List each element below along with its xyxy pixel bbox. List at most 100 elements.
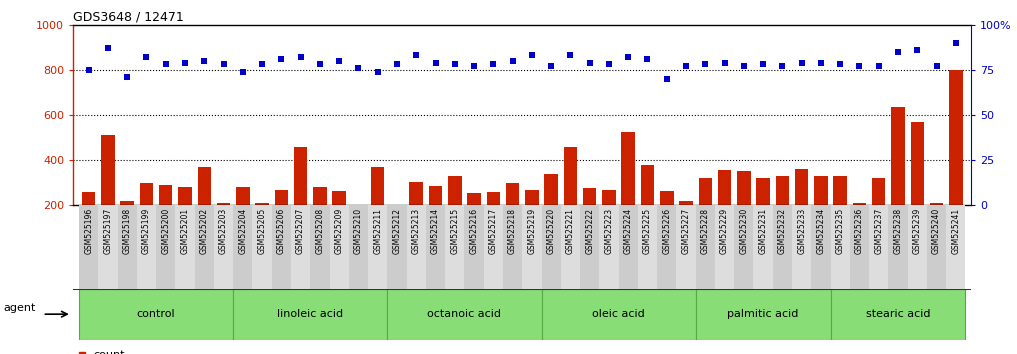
Bar [349, 205, 368, 289]
Text: GSM525238: GSM525238 [894, 208, 902, 254]
Bar [792, 205, 812, 289]
Point [388, 62, 405, 67]
Bar [812, 205, 831, 289]
Bar [291, 205, 310, 289]
Bar [175, 205, 194, 289]
Text: stearic acid: stearic acid [865, 309, 931, 319]
Text: GSM525214: GSM525214 [431, 208, 440, 254]
Bar [831, 289, 965, 340]
Text: GSM525207: GSM525207 [296, 208, 305, 254]
Bar [949, 70, 962, 205]
Text: GSM525213: GSM525213 [412, 208, 421, 254]
Text: GSM525218: GSM525218 [508, 208, 517, 254]
Bar [737, 171, 751, 205]
Text: GSM525222: GSM525222 [585, 208, 594, 254]
Text: GSM525217: GSM525217 [489, 208, 498, 254]
Point [813, 60, 829, 65]
Bar [638, 205, 657, 289]
Text: GSM525234: GSM525234 [817, 208, 826, 254]
Bar [330, 205, 349, 289]
Text: GSM525223: GSM525223 [604, 208, 613, 254]
Bar [679, 201, 693, 205]
Point [871, 63, 887, 69]
Text: oleic acid: oleic acid [592, 309, 645, 319]
Bar [715, 205, 734, 289]
Point [138, 55, 155, 60]
Text: GSM525226: GSM525226 [662, 208, 671, 254]
Bar [946, 205, 965, 289]
Text: control: control [136, 309, 175, 319]
Text: GSM525209: GSM525209 [335, 208, 344, 254]
Bar [467, 193, 481, 205]
Bar [429, 186, 442, 205]
Bar [139, 183, 154, 205]
Point [582, 60, 598, 65]
Point [369, 69, 385, 75]
Bar [178, 187, 192, 205]
Bar [310, 205, 330, 289]
Text: GSM525240: GSM525240 [932, 208, 941, 254]
Point [216, 62, 232, 67]
Bar [407, 205, 426, 289]
Point [562, 53, 579, 58]
Bar [660, 191, 673, 205]
Bar [410, 182, 423, 205]
Bar [275, 189, 288, 205]
Bar [217, 203, 230, 205]
Bar [503, 205, 523, 289]
Text: GSM525227: GSM525227 [681, 208, 691, 254]
Point [640, 56, 656, 62]
Text: GSM525237: GSM525237 [875, 208, 883, 254]
Bar [563, 147, 578, 205]
Text: GSM525233: GSM525233 [797, 208, 806, 254]
Bar [214, 205, 233, 289]
Point [254, 62, 271, 67]
Point [716, 60, 732, 65]
Bar [137, 205, 156, 289]
Point [331, 58, 347, 64]
Bar [387, 205, 407, 289]
Bar [930, 203, 944, 205]
Point [735, 63, 752, 69]
Text: GSM525197: GSM525197 [104, 208, 113, 254]
Bar [641, 165, 654, 205]
Bar [523, 205, 541, 289]
Text: GSM525204: GSM525204 [238, 208, 247, 254]
Point [755, 62, 771, 67]
Point [774, 63, 790, 69]
Text: GSM525206: GSM525206 [277, 208, 286, 254]
Point [851, 63, 868, 69]
Text: GSM525235: GSM525235 [836, 208, 845, 254]
Bar [272, 205, 291, 289]
Point [890, 49, 906, 55]
Bar [815, 176, 828, 205]
Bar [486, 192, 500, 205]
Point [601, 62, 617, 67]
Point [948, 40, 964, 46]
Bar [852, 203, 866, 205]
Bar [850, 205, 870, 289]
Text: GSM525219: GSM525219 [528, 208, 536, 254]
Bar [583, 188, 596, 205]
Text: GDS3648 / 12471: GDS3648 / 12471 [73, 11, 184, 24]
Bar [118, 205, 137, 289]
Point [100, 45, 116, 51]
Bar [657, 205, 676, 289]
Bar [525, 189, 539, 205]
Bar [602, 189, 615, 205]
Text: GSM525230: GSM525230 [739, 208, 749, 254]
Text: linoleic acid: linoleic acid [278, 309, 344, 319]
Bar [236, 187, 249, 205]
Bar [696, 205, 715, 289]
Text: GSM525228: GSM525228 [701, 208, 710, 254]
Point [909, 47, 925, 53]
Point [620, 55, 637, 60]
Text: GSM525236: GSM525236 [855, 208, 864, 254]
Point [543, 63, 559, 69]
Bar [333, 191, 346, 205]
Bar [79, 205, 99, 289]
Bar [233, 205, 252, 289]
Bar [541, 205, 560, 289]
Text: GSM525196: GSM525196 [84, 208, 94, 254]
Bar [907, 205, 926, 289]
